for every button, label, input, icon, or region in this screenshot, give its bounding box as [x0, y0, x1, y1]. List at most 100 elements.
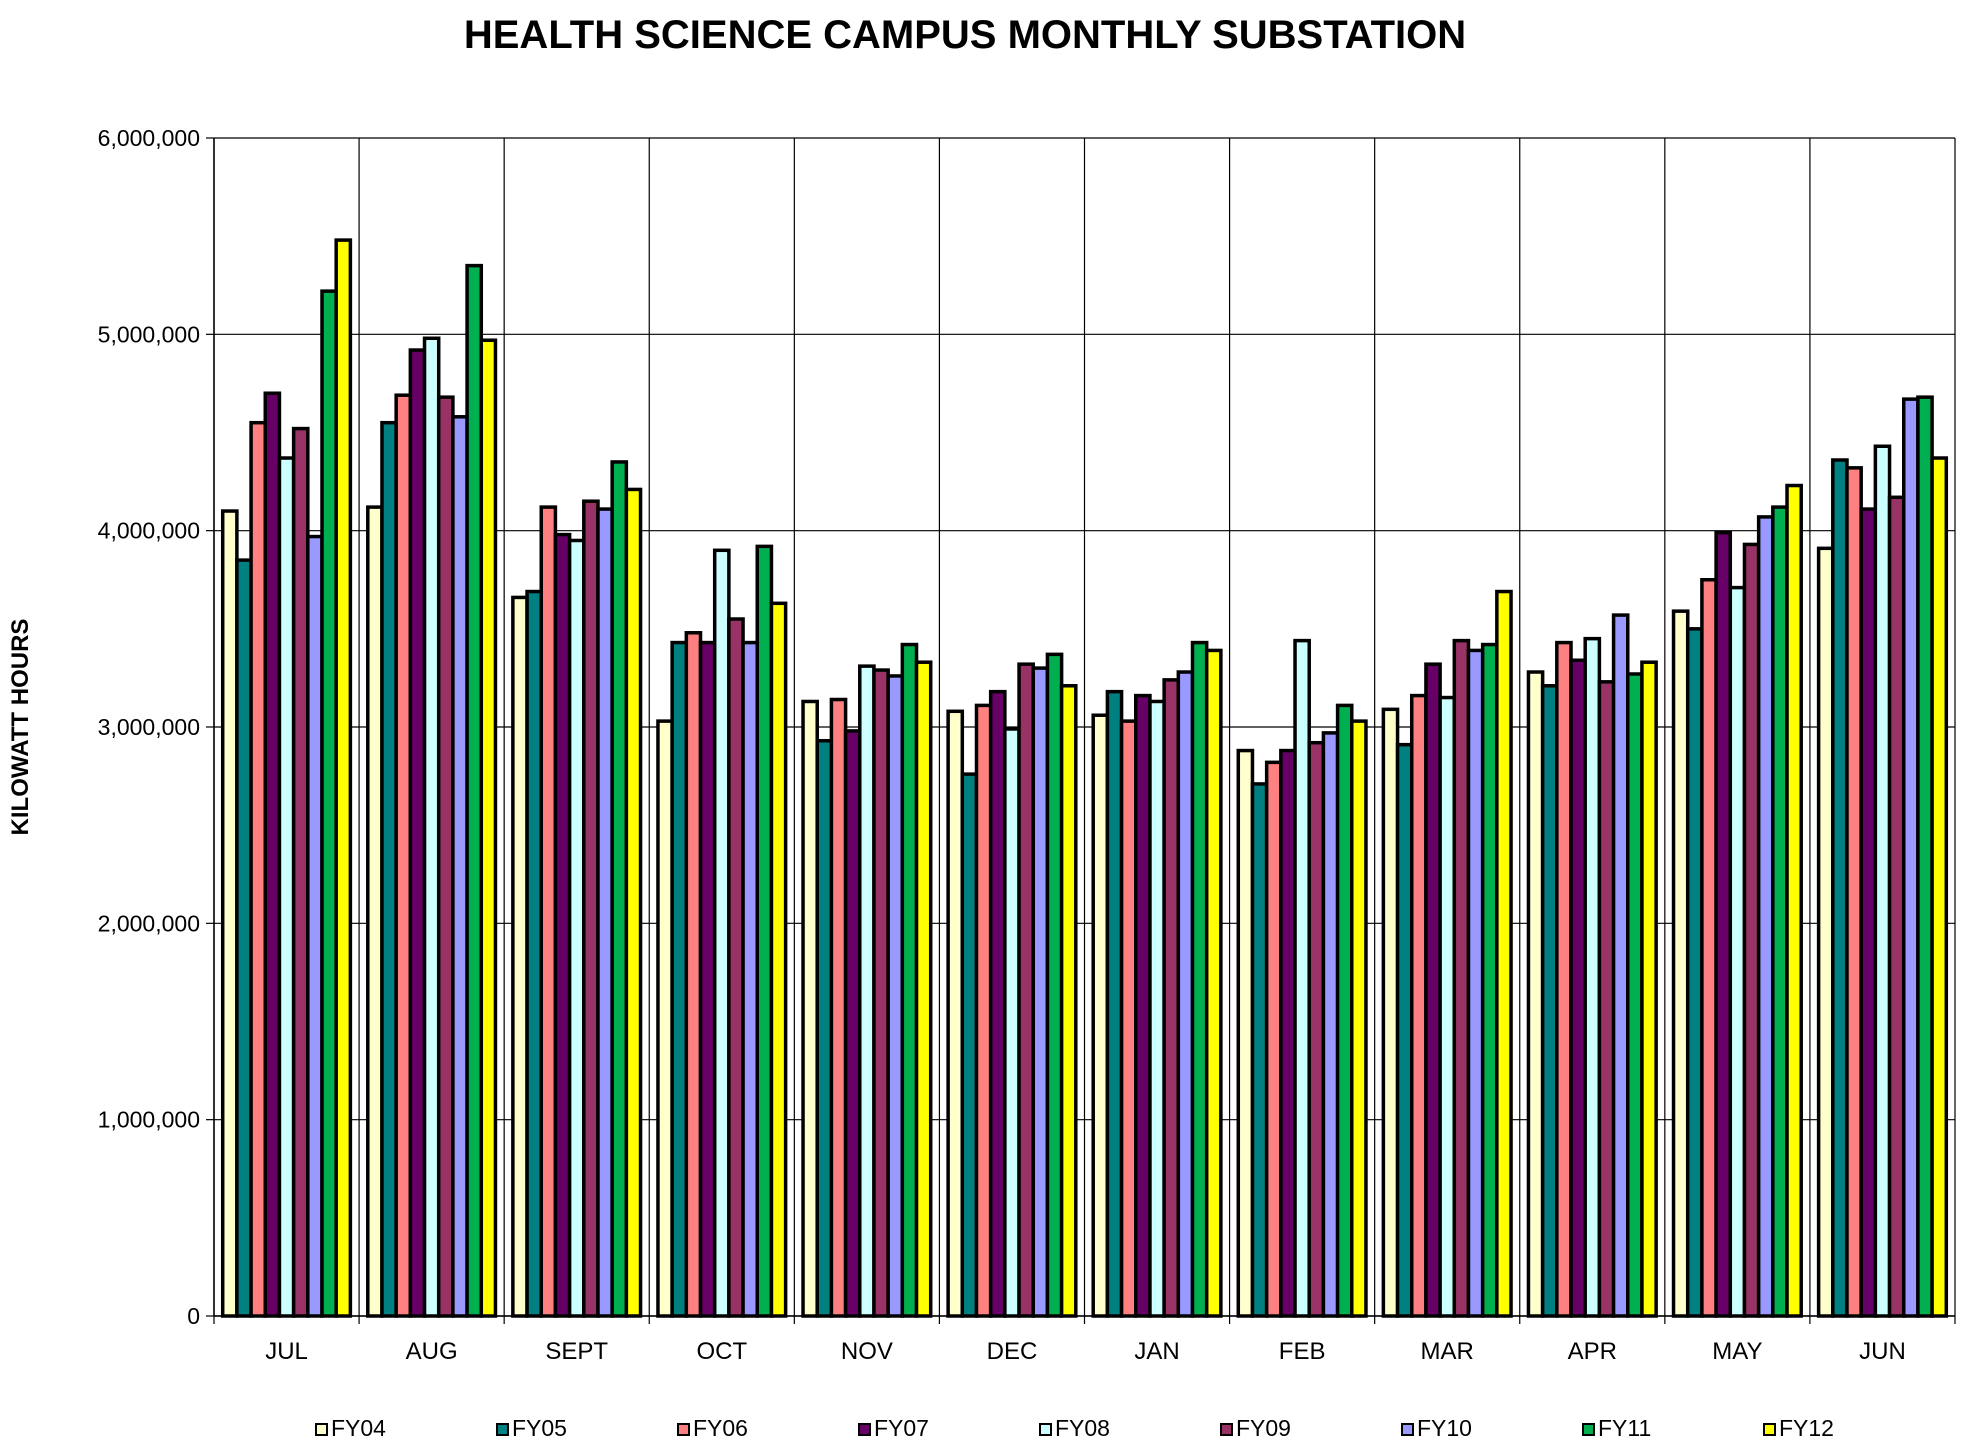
bar-apr-fy08 — [1583, 636, 1602, 1318]
bar-dec-fy04 — [946, 709, 965, 1318]
bar-oct-fy11 — [755, 544, 774, 1318]
legend-label: FY12 — [1779, 1415, 1834, 1441]
bar-apr-fy10 — [1611, 613, 1630, 1318]
bar-nov-fy04 — [801, 699, 819, 1318]
x-tick-label: JUN — [1859, 1338, 1906, 1365]
bar-sept-fy07 — [553, 532, 572, 1318]
bar-may-fy07 — [1714, 530, 1733, 1318]
bar-mar-fy08 — [1438, 695, 1457, 1318]
legend-label: FY07 — [874, 1415, 929, 1441]
x-tick-label: OCT — [696, 1338, 747, 1365]
bar-oct-fy12 — [769, 601, 788, 1318]
bar-aug-fy11 — [465, 263, 484, 1318]
legend-label: FY09 — [1236, 1415, 1291, 1441]
legend-swatch-fy07 — [858, 1423, 871, 1436]
bar-jan-fy04 — [1091, 713, 1110, 1318]
bar-aug-fy06 — [394, 393, 413, 1318]
bar-nov-fy06 — [829, 697, 848, 1318]
bar-feb-fy12 — [1350, 719, 1368, 1318]
bar-apr-fy12 — [1640, 660, 1658, 1318]
x-tick-label: JAN — [1134, 1338, 1179, 1365]
bar-mar-fy09 — [1452, 638, 1471, 1318]
y-tick-label: 5,000,000 — [98, 321, 200, 347]
bar-sept-fy04 — [511, 595, 529, 1318]
bar-dec-fy08 — [1003, 727, 1021, 1318]
axes: 0 1,000,000 2,000,000 3,000,000 4,000,000 5,0… — [98, 125, 1956, 1365]
bar-may-fy12 — [1785, 483, 1803, 1318]
bar-jan-fy08 — [1148, 699, 1166, 1318]
bar-dec-fy12 — [1059, 684, 1078, 1318]
bar-may-fy04 — [1671, 609, 1690, 1318]
bar-nov-fy10 — [886, 674, 905, 1318]
bar-apr-fy09 — [1597, 680, 1616, 1318]
legend-swatch-fy06 — [677, 1423, 690, 1436]
bar-sept-fy06 — [539, 505, 558, 1318]
bar-jul-fy10 — [306, 534, 324, 1318]
bar-oct-fy10 — [741, 640, 760, 1318]
bar-feb-fy09 — [1307, 740, 1326, 1318]
bar-aug-fy10 — [451, 415, 469, 1318]
x-tick-label: JUL — [265, 1338, 308, 1365]
y-tick-label: 6,000,000 — [98, 125, 200, 151]
bar-dec-fy11 — [1045, 652, 1064, 1318]
bar-mar-fy10 — [1466, 648, 1485, 1318]
bar-jul-fy06 — [249, 420, 268, 1318]
bar-aug-fy09 — [436, 395, 455, 1318]
bar-nov-fy05 — [815, 738, 834, 1318]
y-tick-label: 3,000,000 — [98, 714, 200, 740]
bar-may-fy11 — [1771, 505, 1789, 1318]
bar-feb-fy08 — [1293, 638, 1311, 1318]
bar-apr-fy07 — [1569, 658, 1587, 1318]
bar-jun-fy11 — [1916, 395, 1934, 1318]
bar-feb-fy10 — [1321, 731, 1340, 1318]
bar-aug-fy07 — [408, 348, 427, 1318]
bar-mar-fy12 — [1495, 589, 1513, 1318]
bar-jan-fy06 — [1119, 719, 1138, 1318]
legend-swatch-fy12 — [1763, 1423, 1776, 1436]
bar-jan-fy07 — [1134, 693, 1152, 1318]
bar-mar-fy06 — [1409, 693, 1428, 1318]
legend-label: FY10 — [1417, 1415, 1472, 1441]
legend-swatch-fy04 — [315, 1423, 328, 1436]
legend-swatch-fy05 — [496, 1423, 509, 1436]
bar-aug-fy12 — [479, 338, 498, 1318]
bar-oct-fy09 — [727, 617, 745, 1318]
legend-swatch-fy08 — [1039, 1423, 1052, 1436]
legend-label: FY04 — [331, 1415, 386, 1441]
bar-jun-fy07 — [1859, 507, 1878, 1318]
bar-jan-fy12 — [1204, 648, 1223, 1318]
bar-dec-fy09 — [1017, 662, 1035, 1318]
bar-aug-fy08 — [422, 336, 441, 1318]
bar-jun-fy08 — [1873, 444, 1892, 1318]
bar-feb-fy04 — [1236, 748, 1255, 1318]
bar-sept-fy09 — [582, 499, 600, 1318]
bar-dec-fy10 — [1031, 666, 1050, 1318]
y-tick-label: 0 — [187, 1303, 200, 1329]
bar-dec-fy06 — [974, 703, 993, 1318]
bar-jul-fy12 — [334, 238, 353, 1318]
bar-sept-fy12 — [624, 487, 643, 1318]
bar-feb-fy07 — [1279, 748, 1297, 1318]
x-tick-label: MAY — [1712, 1338, 1762, 1365]
bar-jul-fy08 — [277, 456, 296, 1318]
bar-jan-fy05 — [1105, 689, 1124, 1318]
bar-jun-fy06 — [1845, 466, 1863, 1318]
x-tick-label: AUG — [406, 1338, 458, 1365]
bar-may-fy06 — [1700, 578, 1718, 1318]
bar-sept-fy08 — [567, 538, 586, 1318]
y-tick-label: 4,000,000 — [98, 518, 200, 544]
bar-jul-fy11 — [320, 289, 338, 1318]
legend-label: FY11 — [1598, 1415, 1651, 1441]
bar-jun-fy12 — [1930, 456, 1949, 1318]
bar-aug-fy05 — [380, 420, 398, 1318]
legend-swatch-fy09 — [1220, 1423, 1233, 1436]
bar-oct-fy05 — [670, 640, 689, 1318]
bar-jul-fy05 — [235, 558, 253, 1318]
bar-feb-fy06 — [1264, 760, 1283, 1318]
bar-nov-fy08 — [858, 664, 876, 1318]
bar-dec-fy05 — [960, 772, 979, 1318]
bar-nov-fy11 — [900, 642, 919, 1318]
bar-jan-fy10 — [1176, 670, 1195, 1318]
legend-swatch-fy11 — [1582, 1423, 1595, 1436]
